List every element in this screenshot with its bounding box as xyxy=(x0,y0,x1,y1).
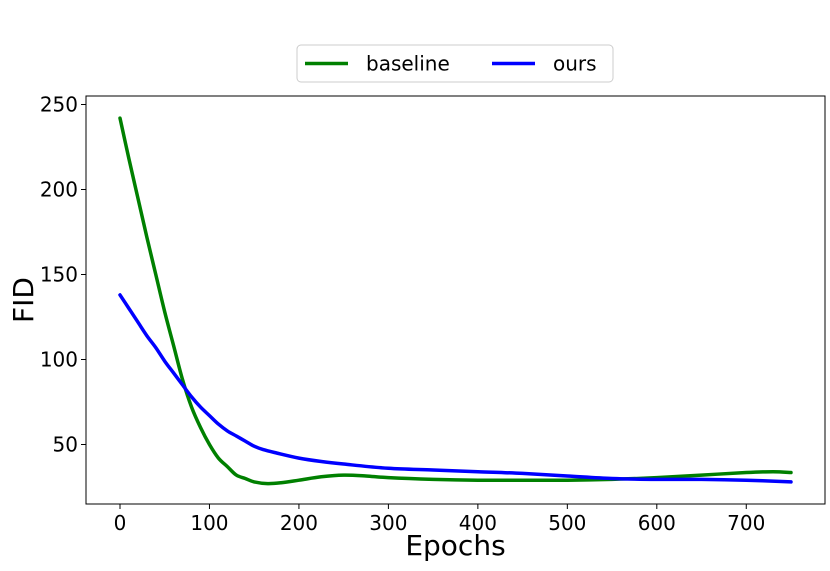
x-tick-label: 200 xyxy=(280,511,318,535)
x-axis-title: Epochs xyxy=(405,529,505,562)
y-tick-label: 50 xyxy=(53,433,78,457)
legend-label-baseline: baseline xyxy=(366,52,450,76)
legend-label-ours: ours xyxy=(553,52,597,76)
x-tick-label: 300 xyxy=(369,511,407,535)
legend: baseline ours xyxy=(296,44,614,83)
y-tick-label: 100 xyxy=(40,348,78,372)
series-line-ours xyxy=(118,293,793,484)
x-tick-label: 0 xyxy=(114,511,127,535)
plot-area xyxy=(118,116,793,486)
y-axis-title: FID xyxy=(7,277,40,323)
x-tick-label: 100 xyxy=(190,511,228,535)
plot-frame xyxy=(85,95,826,505)
y-tick-label: 200 xyxy=(40,178,78,202)
x-tick-label: 600 xyxy=(638,511,676,535)
x-tick-label: 700 xyxy=(727,511,765,535)
series-line-baseline xyxy=(118,116,793,486)
x-tick-label: 500 xyxy=(548,511,586,535)
x-tick-label: 400 xyxy=(459,511,497,535)
axes: 0 100 200 300 400 500 600 700 50 100 150 200 250 Epoc… xyxy=(7,93,826,562)
legend-box xyxy=(296,44,614,83)
y-tick-label: 150 xyxy=(40,263,78,287)
y-tick-label: 250 xyxy=(40,93,78,117)
